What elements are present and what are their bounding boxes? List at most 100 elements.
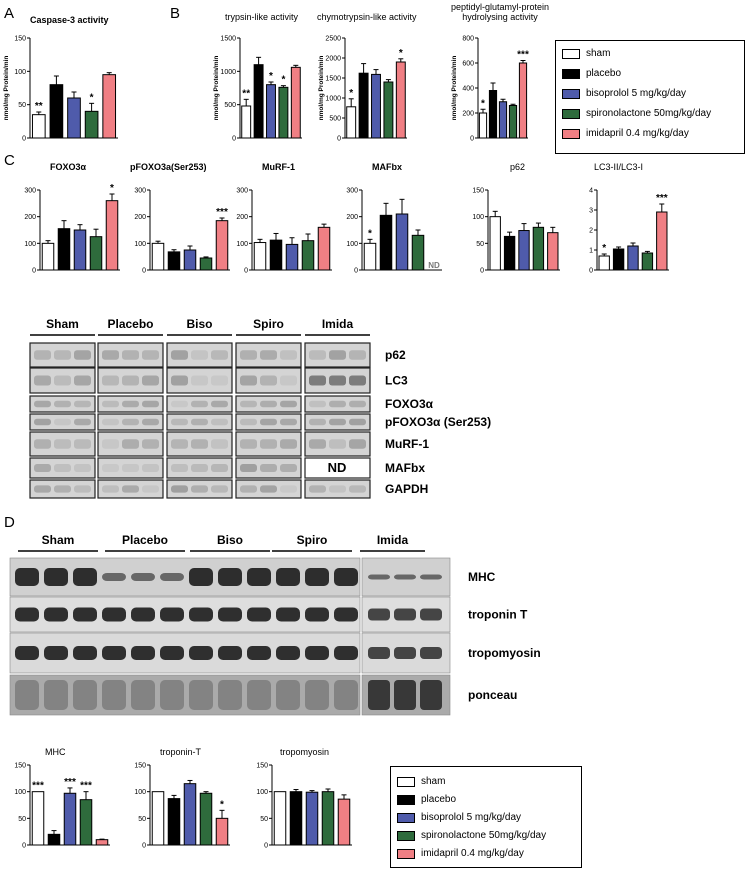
bar [532,226,545,271]
panel-letter-a: A [4,5,14,22]
blot-c-row-label: pFOXO3α (Ser253) [385,415,491,429]
y-tick-label: 0 [337,136,341,143]
chart-title: LC3-II/LC3-I [594,162,643,172]
blot-d-band [160,680,184,710]
blot-d-band [305,646,329,660]
blot-c-band [34,464,51,472]
chart-title: FOXO3α [50,162,87,172]
blot-c-band [349,400,366,408]
blot-c-band [34,485,51,493]
y-tick-label: 100 [472,214,484,221]
bar [105,200,119,271]
bar [273,791,287,846]
blot-d-band [420,608,442,621]
blot-c-band [309,375,326,386]
y-tick-label: 150 [134,763,146,770]
bar [89,236,103,271]
y-tick-label: 400 [462,86,474,93]
significance-star: * [481,98,485,109]
blot-c-band [74,375,91,386]
bar [358,72,369,139]
bar [278,86,289,139]
chart-title: trypsin-like activity [225,12,299,22]
y-tick-label: 0 [244,268,248,275]
blot-c-band [142,439,159,449]
y-tick-label: 800 [462,36,474,43]
bar [57,228,71,271]
blot-d-band [189,607,213,622]
blot-c-band [54,418,71,426]
blot-c-band [74,485,91,493]
bar [253,64,264,139]
bar [317,226,331,271]
bar [498,101,508,139]
blot-d-band [15,680,39,710]
y-tick-label: 0 [22,843,26,850]
bar [363,242,377,271]
blot-d-group-label: Spiro [297,533,328,547]
blot-c-band [260,464,277,472]
chart-title-2: hydrolysing activity [462,12,538,22]
bar [321,791,335,846]
y-tick-label: 300 [236,188,248,195]
legend-label: placebo [421,794,457,805]
blot-c-band [280,350,297,360]
blot-c-band [122,464,139,472]
blot-c-band [171,439,188,449]
blot-d-band [189,646,213,660]
y-tick-label: 100 [134,789,146,796]
blot-c-band [191,485,208,493]
blot-d-band [420,647,442,659]
blot-c-band [211,350,228,360]
chart-11: troponin-T 0 50 100 150 * [134,747,230,850]
blot-d-band [247,646,271,660]
blot-c-band [309,439,326,449]
bar [102,74,117,139]
blot-d-strip [9,596,361,633]
blot-d-band [160,646,184,660]
bar [215,220,229,271]
y-tick-label: 2000 [325,56,341,63]
bar [627,245,639,271]
blot-c-band [54,400,71,408]
blot-d-band [218,568,242,586]
blot-c-lane-box [304,457,371,479]
y-tick-label: 200 [24,214,36,221]
significance-star: *** [216,207,228,218]
bar [266,84,276,139]
y-tick-label: 500 [224,102,236,109]
blot-d-group-label: Imida [377,533,409,547]
blot-d-band [131,680,155,710]
blot-c-group-label: Placebo [107,317,153,331]
blot-c-row-label: LC3 [385,374,408,388]
legend-swatch [397,777,415,787]
y-tick-label: 300 [134,188,146,195]
y-tick-label: 4 [589,188,593,195]
blot-c-band [74,350,91,360]
chart-7: MAFbx 0 100 200 300 * ND [346,162,442,275]
blot-c-band [102,418,119,426]
bar [285,243,299,271]
legend-label: spironolactone 50mg/kg/day [586,108,712,119]
blot-c-band [142,418,159,426]
y-tick-label: 50 [18,816,26,823]
chart-6: MuRF-1 0 100 200 300 [236,162,332,275]
blot-d-band [334,646,358,660]
blot-c-band [142,375,159,386]
y-tick-label: 2500 [325,36,341,43]
bar [95,839,109,846]
blot-c-band [171,464,188,472]
blot-c-band [191,375,208,386]
blot-c-band [329,375,346,386]
y-tick-label: 50 [138,816,146,823]
blot-d-band [44,646,68,660]
western-blot-d: Sham Placebo Biso Spiro Imida MHC troponin T tr… [9,533,541,716]
bar [79,799,93,846]
blot-c-band [102,375,119,386]
blot-d-group-label: Placebo [122,533,168,547]
bar [411,234,425,271]
y-tick-label: 3 [589,208,593,215]
bar [215,817,229,846]
significance-star: * [90,92,94,103]
